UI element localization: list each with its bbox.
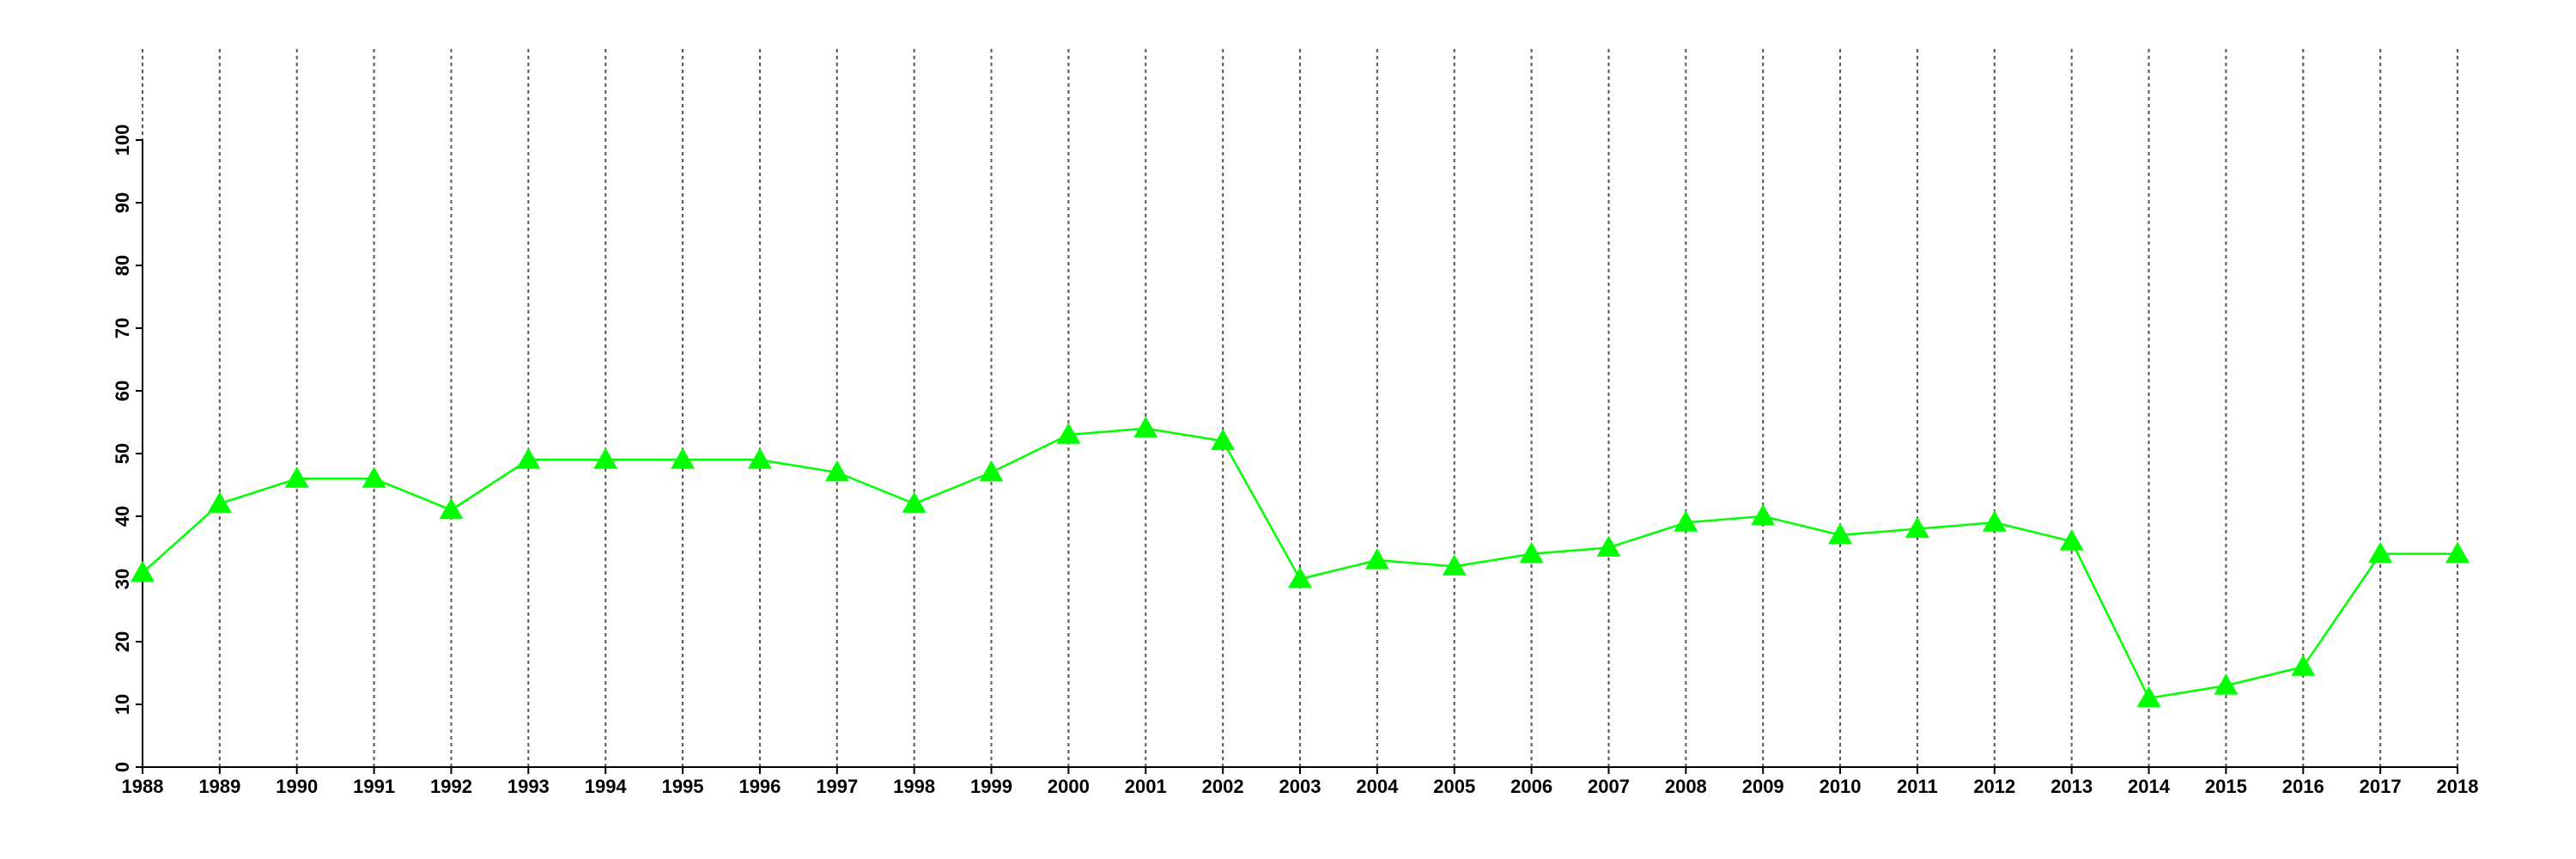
- x-tick-label: 2009: [1742, 776, 1784, 797]
- x-tick-label: 2010: [1820, 776, 1862, 797]
- x-tick-label: 1993: [507, 776, 550, 797]
- y-tick-label: 0: [112, 762, 133, 772]
- marker: [131, 560, 155, 582]
- marker: [1828, 522, 1853, 545]
- y-tick-label: 40: [112, 506, 133, 527]
- x-tick-label: 2011: [1897, 776, 1938, 797]
- y-tick-label: 80: [112, 255, 133, 276]
- marker: [2136, 685, 2161, 708]
- x-tick-label: 2014: [2128, 776, 2171, 797]
- x-tick-label: 2017: [2360, 776, 2402, 797]
- y-tick-label: 10: [112, 694, 133, 715]
- y-tick-label: 90: [112, 192, 133, 213]
- marker: [671, 448, 696, 469]
- x-tick-label: 1990: [276, 776, 318, 797]
- marker: [1288, 567, 1312, 588]
- x-tick-label: 1998: [893, 776, 935, 797]
- marker: [1211, 429, 1236, 450]
- marker: [207, 491, 232, 513]
- x-tick-label: 2013: [2050, 776, 2093, 797]
- marker: [1905, 516, 1929, 539]
- marker: [824, 460, 849, 482]
- x-tick-label: 2007: [1588, 776, 1630, 797]
- marker: [1982, 510, 2007, 532]
- marker: [2059, 529, 2084, 551]
- y-tick-label: 60: [112, 381, 133, 401]
- x-tick-label: 2003: [1279, 776, 1321, 797]
- x-tick-label: 1994: [585, 776, 628, 797]
- x-tick-label: 2006: [1510, 776, 1552, 797]
- y-tick-label: 70: [112, 318, 133, 338]
- marker: [1133, 416, 1158, 438]
- x-tick-label: 2012: [1973, 776, 2015, 797]
- marker: [2214, 673, 2239, 695]
- marker: [747, 448, 772, 469]
- marker: [1674, 510, 1698, 532]
- x-tick-label: 2002: [1202, 776, 1244, 797]
- x-tick-label: 1989: [198, 776, 240, 797]
- y-tick-label: 30: [112, 569, 133, 589]
- marker: [516, 448, 541, 469]
- x-tick-label: 2016: [2282, 776, 2324, 797]
- marker: [439, 497, 464, 520]
- marker: [284, 466, 309, 488]
- y-tick-label: 50: [112, 443, 133, 464]
- x-tick-label: 2018: [2437, 776, 2479, 797]
- marker: [593, 448, 618, 469]
- x-tick-label: 1996: [738, 776, 781, 797]
- marker: [1056, 423, 1081, 444]
- marker: [902, 491, 927, 513]
- marker: [1442, 554, 1467, 576]
- x-tick-label: 1997: [816, 776, 858, 797]
- marker: [2291, 655, 2316, 676]
- x-tick-label: 1988: [122, 776, 164, 797]
- x-tick-label: 2008: [1665, 776, 1707, 797]
- x-tick-label: 2005: [1433, 776, 1475, 797]
- x-tick-label: 1995: [662, 776, 704, 797]
- x-tick-label: 2000: [1048, 776, 1090, 797]
- x-tick-label: 1992: [430, 776, 472, 797]
- marker: [1519, 541, 1544, 564]
- marker: [2445, 541, 2470, 564]
- x-tick-label: 2004: [1356, 776, 1399, 797]
- y-tick-label: 100: [112, 125, 133, 156]
- marker: [361, 466, 386, 488]
- marker: [2368, 541, 2393, 564]
- x-tick-label: 1991: [353, 776, 395, 797]
- marker: [979, 460, 1004, 482]
- marker: [1751, 504, 1776, 526]
- x-tick-label: 1999: [970, 776, 1012, 797]
- x-tick-label: 2001: [1125, 776, 1167, 797]
- x-tick-label: 2015: [2205, 776, 2247, 797]
- marker: [1364, 548, 1389, 570]
- y-tick-label: 20: [112, 631, 133, 652]
- marker: [1596, 535, 1621, 557]
